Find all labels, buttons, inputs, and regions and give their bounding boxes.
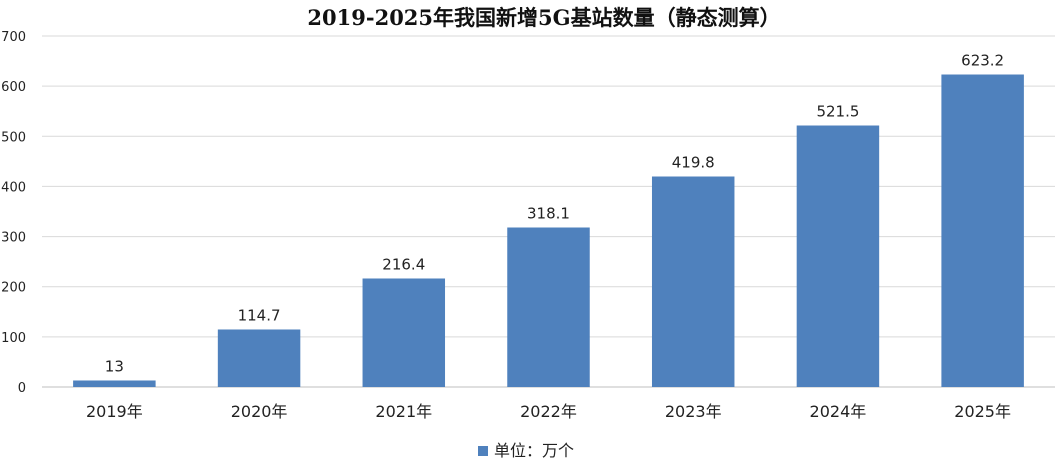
y-tick-label: 400 <box>1 180 26 195</box>
x-category-label: 2022年 <box>520 402 577 421</box>
bar <box>362 278 446 387</box>
bar <box>217 329 301 387</box>
x-category-label: 2024年 <box>810 402 867 421</box>
bar <box>507 227 590 387</box>
data-label: 216.4 <box>382 255 425 273</box>
data-labels: 13 114.7 216.4 318.1 419.8 521.5 623.2 <box>105 52 1004 376</box>
x-category-label: 2023年 <box>665 402 722 421</box>
y-tick-label: 300 <box>1 231 26 246</box>
data-label: 521.5 <box>816 103 859 121</box>
legend: 单位：万个 <box>478 441 574 460</box>
y-tick-label: 600 <box>1 80 26 95</box>
y-axis-ticks: 0 100 200 300 400 500 600 700 <box>1 30 26 396</box>
bar <box>796 125 880 387</box>
data-label: 623.2 <box>961 52 1004 70</box>
data-label: 318.1 <box>527 204 570 222</box>
y-tick-label: 500 <box>1 130 26 145</box>
x-category-label: 2019年 <box>86 402 143 421</box>
bars <box>73 74 1024 388</box>
y-tick-label: 700 <box>1 30 26 45</box>
y-tick-label: 200 <box>1 281 26 296</box>
bar <box>941 74 1024 388</box>
chart-title: 2019-2025年我国新增5G基站数量（静态测算） <box>307 5 780 30</box>
x-category-label: 2025年 <box>954 402 1011 421</box>
y-tick-label: 0 <box>18 381 26 396</box>
data-label: 114.7 <box>238 306 281 324</box>
x-category-label: 2020年 <box>231 402 288 421</box>
x-axis-categories: 2019年 2020年 2021年 2022年 2023年 2024年 2025年 <box>86 402 1011 421</box>
y-tick-label: 100 <box>1 331 26 346</box>
bar <box>651 176 735 387</box>
x-category-label: 2021年 <box>375 402 432 421</box>
legend-swatch <box>478 446 488 456</box>
data-label: 13 <box>105 357 124 375</box>
legend-label: 单位：万个 <box>494 441 574 460</box>
data-label: 419.8 <box>672 154 715 172</box>
bar <box>73 380 156 387</box>
